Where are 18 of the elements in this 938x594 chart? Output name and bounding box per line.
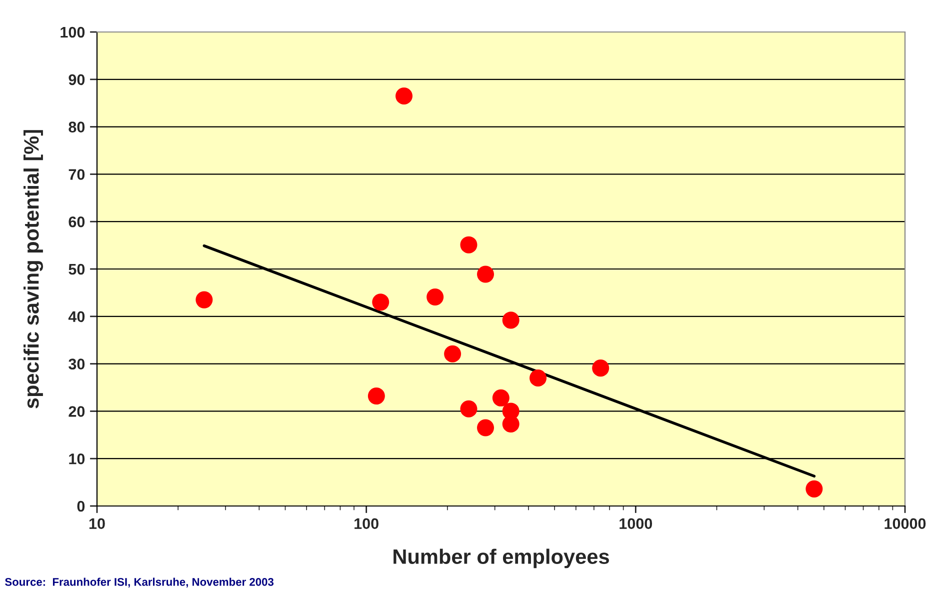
source-note: Source: Fraunhofer ISI, Karlsruhe, November 2003 <box>5 578 274 588</box>
y-tick-label: 0 <box>77 500 85 512</box>
y-axis-title: specific saving potential [%] <box>24 130 44 408</box>
x-tick-label: 10 <box>89 518 105 530</box>
y-tick-label: 100 <box>60 26 85 38</box>
y-tick-label: 80 <box>68 122 85 132</box>
x-tick-label: 1000 <box>620 518 652 530</box>
y-tick-label: 40 <box>68 311 85 322</box>
x-tick-label: 100 <box>354 518 378 530</box>
y-tick-label: 20 <box>68 406 85 417</box>
y-tick-label: 90 <box>68 74 85 86</box>
y-tick-label: 30 <box>68 358 85 370</box>
x-tick-label: 10000 <box>884 518 926 530</box>
y-tick-label: 10 <box>69 453 85 464</box>
x-axis-title: Number of employees <box>394 548 609 568</box>
y-tick-label: 50 <box>68 264 85 275</box>
y-tick-label: 70 <box>68 169 85 180</box>
y-tick-label: 60 <box>68 216 85 228</box>
